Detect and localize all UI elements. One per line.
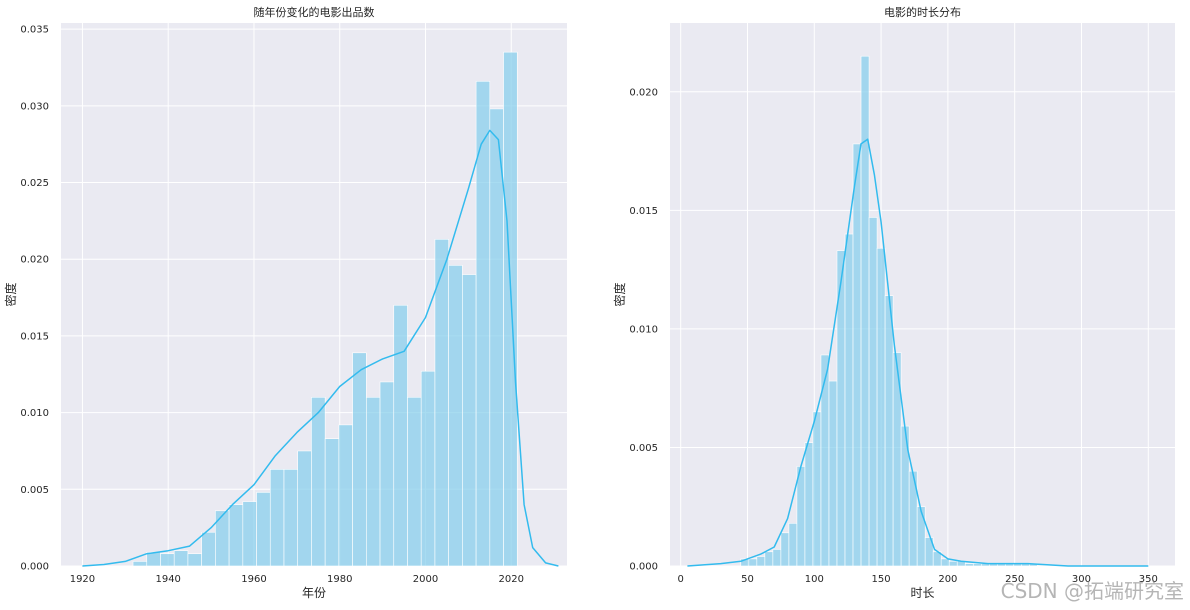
- x-axis-label: 时长: [910, 586, 934, 600]
- y-axis-label: 密度: [612, 282, 627, 306]
- histogram-bar: [964, 563, 974, 567]
- subplot-2: 0 50 100 150 200 250 300 350 0.000 0.005 0.010 0.01…: [612, 5, 1175, 600]
- histogram-bar: [820, 354, 830, 567]
- kde-line: [82, 129, 559, 567]
- x-tick-label: 0: [678, 574, 684, 585]
- y-tick-label: 0.020: [20, 255, 49, 266]
- histogram-bar: [187, 553, 202, 567]
- x-tick-label: 200: [938, 574, 957, 585]
- x-tick-label: 1920: [70, 574, 95, 585]
- histogram-bar: [852, 143, 862, 567]
- histogram-bar: [812, 411, 822, 567]
- histogram-bar: [420, 370, 436, 567]
- x-tick-label: 2020: [499, 574, 524, 585]
- histogram-bar: [228, 504, 244, 567]
- y-tick-label: 0.010: [20, 408, 49, 419]
- histogram-bar: [916, 506, 926, 567]
- histogram-bar: [780, 532, 790, 567]
- histogram-bar: [489, 108, 504, 567]
- histogram-bar: [844, 233, 854, 567]
- subplot-1: 1920 1940 1960 1980 2000 2020 0.000 0.005 0.010 0…: [3, 5, 567, 600]
- histogram-bar: [201, 531, 216, 567]
- x-tick-label: 150: [872, 574, 891, 585]
- y-axis-label: 密度: [3, 282, 18, 306]
- histogram-bar: [796, 466, 806, 567]
- histogram-bar: [352, 352, 367, 567]
- x-tick-label: 50: [741, 574, 754, 585]
- chart-title: 随年份变化的电影出品数: [254, 5, 375, 19]
- histogram-bar: [407, 396, 422, 567]
- histogram-bar: [876, 247, 886, 567]
- histogram-bar: [283, 469, 299, 567]
- y-tick-label: 0.005: [20, 485, 49, 496]
- histogram-bar: [940, 558, 950, 567]
- histogram-bar: [132, 561, 148, 567]
- histogram-bar: [764, 551, 774, 567]
- histogram-bar: [948, 560, 958, 567]
- x-tick-label: 100: [805, 574, 824, 585]
- y-tick-label: 0.025: [20, 178, 49, 189]
- histogram-bar: [324, 438, 340, 567]
- x-tick-label: 300: [1072, 574, 1091, 585]
- y-tick-label: 0.015: [629, 206, 658, 217]
- y-tick-label: 0.030: [20, 101, 49, 112]
- y-tick-label: 0.005: [629, 443, 658, 454]
- histogram-bar: [242, 501, 257, 567]
- x-tick-label: 1980: [327, 574, 352, 585]
- x-tick-label: 1940: [155, 574, 180, 585]
- histogram-bar: [756, 556, 766, 567]
- y-tick-label: 0.020: [629, 87, 658, 98]
- histogram-bar: [860, 55, 870, 567]
- kde-line: [687, 138, 1149, 567]
- y-tick-label: 0.000: [629, 562, 658, 573]
- histogram-bar: [160, 553, 175, 567]
- x-axis-label: 年份: [302, 586, 326, 600]
- y-tick-label: 0.000: [20, 562, 49, 573]
- x-tick-label: 1960: [241, 574, 266, 585]
- histogram-bar: [146, 551, 161, 567]
- histogram-bar: [338, 424, 353, 567]
- histogram-bar: [748, 558, 758, 567]
- histogram-bar: [269, 469, 285, 567]
- chart-title: 电影的时长分布: [884, 5, 961, 19]
- histogram-bar: [503, 51, 518, 567]
- histogram-bar: [772, 549, 782, 567]
- histogram-bar: [804, 442, 814, 567]
- x-tick-label: 250: [1005, 574, 1024, 585]
- histogram-bar: [462, 274, 477, 567]
- histogram-bar: [868, 217, 878, 567]
- histogram-bar: [448, 265, 463, 567]
- histogram-bar: [215, 510, 230, 567]
- y-tick-label: 0.010: [629, 324, 658, 335]
- plot-area: [670, 23, 1175, 566]
- histogram-bar: [311, 396, 326, 567]
- histogram-bar: [366, 396, 381, 567]
- histogram-bar: [972, 563, 982, 567]
- histogram-bar: [256, 492, 271, 567]
- x-tick-label: 2000: [413, 574, 438, 585]
- x-tick-label: 350: [1139, 574, 1158, 585]
- histogram-bar: [393, 304, 408, 567]
- histogram-bar: [173, 550, 189, 567]
- histogram-bar: [884, 295, 894, 567]
- y-tick-label: 0.035: [20, 25, 49, 36]
- histogram-bar: [788, 523, 798, 567]
- histogram-bar: [297, 450, 312, 567]
- histogram-bar: [828, 380, 838, 567]
- histogram-bar: [379, 381, 395, 567]
- y-tick-label: 0.015: [20, 331, 49, 342]
